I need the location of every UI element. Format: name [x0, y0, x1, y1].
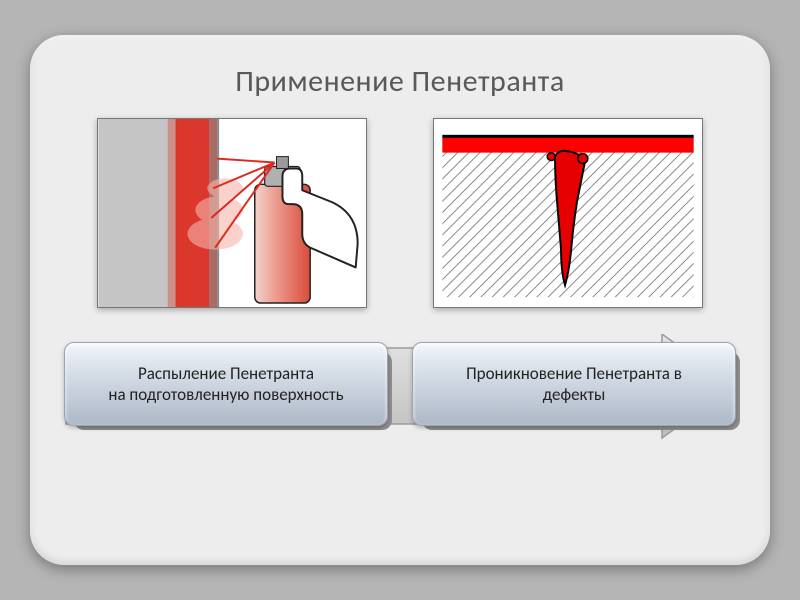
figure-spray-can — [97, 118, 367, 308]
caption-strip: Распыление Пенетранта на подготовленную … — [64, 334, 736, 454]
content-card: Применение Пенетранта — [30, 35, 770, 565]
caption-panel-right: Проникновение Пенетранта в дефекты — [412, 342, 736, 426]
figure-row — [64, 118, 736, 308]
caption-right-line1: Проникновение Пенетранта в — [466, 363, 682, 384]
caption-panel-left-wrap: Распыление Пенетранта на подготовленную … — [64, 342, 388, 426]
caption-boxes: Распыление Пенетранта на подготовленную … — [64, 342, 736, 426]
page-title: Применение Пенетранта — [235, 63, 564, 100]
caption-panel-left: Распыление Пенетранта на подготовленную … — [64, 342, 388, 426]
caption-left-line1: Распыление Пенетранта — [138, 363, 314, 384]
caption-right-line2: дефекты — [543, 384, 606, 405]
caption-panel-right-wrap: Проникновение Пенетранта в дефекты — [412, 342, 736, 426]
caption-left-line2: на подготовленную поверхность — [108, 384, 343, 405]
figure-penetration-cross-section — [433, 118, 703, 308]
